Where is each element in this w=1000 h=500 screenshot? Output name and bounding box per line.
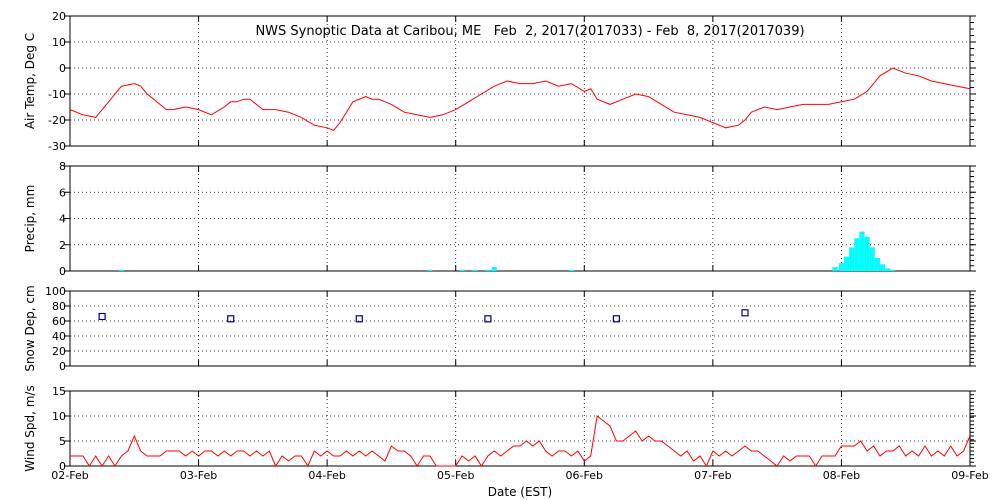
y-tick-label: -20 bbox=[48, 114, 66, 127]
panel-frame bbox=[69, 390, 971, 467]
panel-snow: 0 20 40 60 80 100 Snow Dep, cm bbox=[23, 285, 976, 373]
y-tick-label: 5 bbox=[59, 435, 66, 448]
y-axis-title-precip: Precip, mm bbox=[23, 185, 37, 253]
x-tick-label: 08-Feb bbox=[823, 469, 860, 482]
y-tick-label: 8 bbox=[59, 160, 66, 173]
precip-bar bbox=[427, 269, 433, 271]
precip-bar bbox=[864, 236, 870, 271]
panel-frame bbox=[69, 290, 971, 367]
y-tick-label: 0 bbox=[59, 265, 66, 278]
chart-title: NWS Synoptic Data at Caribou, ME Feb 2, … bbox=[255, 24, 804, 39]
x-tick-label: 07-Feb bbox=[694, 469, 731, 482]
precip-bar bbox=[472, 269, 478, 271]
y-tick-label: 4 bbox=[59, 213, 66, 226]
panel-precip: 0 2 4 6 8 Precip, mm bbox=[23, 160, 976, 278]
y-tick-label: 6 bbox=[59, 186, 66, 199]
y-axis-title-snow: Snow Dep, cm bbox=[23, 285, 37, 371]
y-tick-label: 0 bbox=[59, 460, 66, 473]
precip-bar bbox=[568, 269, 574, 271]
x-axis-title: Date (EST) bbox=[488, 485, 552, 499]
snow-depth-point bbox=[98, 312, 106, 321]
y-tick-label: 40 bbox=[52, 330, 66, 343]
x-tick-label: 09-Feb bbox=[951, 469, 988, 482]
panel-frame bbox=[69, 165, 971, 272]
snow-depth-point bbox=[612, 315, 621, 323]
precip-bar bbox=[118, 269, 124, 271]
panel-wind: 0 5 10 15 Wind Spd, m/s bbox=[23, 385, 976, 473]
y-tick-label: -30 bbox=[48, 140, 66, 153]
precip-bar bbox=[844, 256, 850, 271]
precip-bar bbox=[890, 269, 896, 271]
x-tick-label: 05-Feb bbox=[437, 469, 474, 482]
y-tick-label: 20 bbox=[52, 345, 66, 358]
y-axis-title-temp: Air Temp, Deg C bbox=[23, 33, 37, 129]
snow-depth-point bbox=[355, 315, 363, 323]
precip-bar bbox=[854, 238, 860, 271]
y-tick-label: 2 bbox=[59, 239, 66, 252]
precip-bar bbox=[859, 231, 865, 271]
series-line-temp bbox=[69, 67, 971, 132]
x-tick-labels: 02-Feb 03-Feb 04-Feb 05-Feb 06-Feb 07-Feb 08-F… bbox=[51, 469, 988, 482]
panel-frame bbox=[69, 15, 971, 147]
x-tick-label: 04-Feb bbox=[308, 469, 345, 482]
y-tick-label: 100 bbox=[45, 285, 66, 298]
y-tick-label: 80 bbox=[52, 300, 66, 313]
snow-depth-point bbox=[484, 315, 492, 323]
precip-bar bbox=[838, 263, 844, 271]
precip-bar bbox=[849, 247, 855, 271]
y-tick-label: 10 bbox=[52, 410, 66, 423]
precip-bar bbox=[459, 269, 465, 271]
x-tick-label: 02-Feb bbox=[51, 469, 88, 482]
precip-bar bbox=[880, 264, 886, 271]
series-line-wind bbox=[70, 415, 971, 468]
snow-depth-point bbox=[741, 309, 749, 317]
precip-bar bbox=[874, 257, 880, 271]
panel-temp: -30 -20 -10 0 10 20 Air Temp, Deg C bbox=[23, 10, 976, 153]
y-tick-label: 60 bbox=[52, 315, 66, 328]
precip-bar bbox=[832, 267, 838, 271]
y-tick-label: 0 bbox=[59, 360, 66, 373]
precip-bar bbox=[491, 267, 497, 271]
x-tick-label: 03-Feb bbox=[180, 469, 217, 482]
y-tick-label: 0 bbox=[59, 62, 66, 75]
panels-layer: -30 -20 -10 0 10 20 Air Temp, Deg C 0 2 4 6 8 Precip… bbox=[23, 10, 976, 473]
y-tick-label: 10 bbox=[52, 36, 66, 49]
y-axis-title-wind: Wind Spd, m/s bbox=[23, 385, 37, 471]
snow-depth-point bbox=[227, 315, 235, 323]
precip-bar bbox=[885, 268, 891, 271]
y-tick-label: 20 bbox=[52, 10, 66, 23]
y-tick-label: 15 bbox=[52, 385, 66, 398]
x-tick-label: 06-Feb bbox=[566, 469, 603, 482]
y-tick-label: -10 bbox=[48, 88, 66, 101]
precip-bar bbox=[869, 247, 875, 271]
precip-bar bbox=[485, 269, 491, 271]
